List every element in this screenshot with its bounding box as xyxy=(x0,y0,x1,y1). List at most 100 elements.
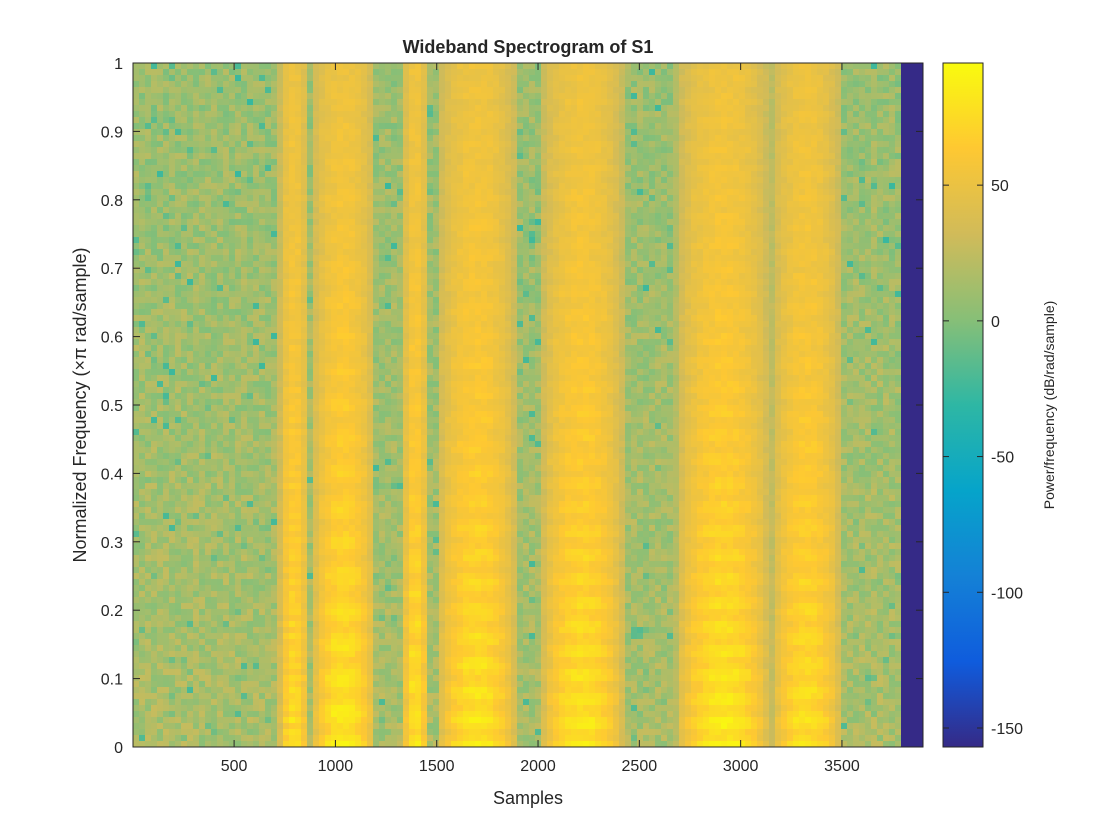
spectrogram-cell xyxy=(133,321,140,328)
spectrogram-cell xyxy=(385,645,392,652)
spectrogram-cell xyxy=(151,609,158,616)
spectrogram-cell xyxy=(199,345,206,352)
spectrogram-cell xyxy=(157,93,164,100)
spectrogram-cell xyxy=(319,669,326,676)
spectrogram-cell xyxy=(271,213,278,220)
spectrogram-cell xyxy=(373,135,380,142)
spectrogram-cell xyxy=(301,741,308,747)
spectrogram-cell xyxy=(385,531,392,538)
spectrogram-cell xyxy=(133,363,140,370)
spectrogram-cell xyxy=(133,507,140,514)
spectrogram-cell xyxy=(133,501,140,508)
spectrogram-cell xyxy=(169,657,176,664)
spectrogram-cell xyxy=(319,405,326,412)
spectrogram-cell xyxy=(391,267,398,274)
spectrogram-cell xyxy=(139,339,146,346)
spectrogram-cell xyxy=(343,231,350,238)
spectrogram-cell xyxy=(295,483,302,490)
spectrogram-cell xyxy=(163,93,170,100)
spectrogram-cell xyxy=(193,567,200,574)
spectrogram-cell xyxy=(235,105,242,112)
spectrogram-cell xyxy=(319,291,326,298)
spectrogram-cell xyxy=(163,681,170,688)
spectrogram-cell xyxy=(223,735,230,742)
spectrogram-cell xyxy=(325,201,332,208)
spectrogram-cell xyxy=(265,471,272,478)
spectrogram-cell xyxy=(175,603,182,610)
spectrogram-cell xyxy=(343,453,350,460)
spectrogram-cell xyxy=(307,219,314,226)
spectrogram-cell xyxy=(259,711,266,718)
spectrogram-cell xyxy=(139,267,146,274)
spectrogram-cell xyxy=(181,351,188,358)
spectrogram-cell xyxy=(277,363,284,370)
spectrogram-cell xyxy=(259,267,266,274)
spectrogram-cell xyxy=(313,645,320,652)
spectrogram-cell xyxy=(379,333,386,340)
spectrogram-cell xyxy=(187,183,194,190)
spectrogram-cell xyxy=(307,525,314,532)
spectrogram-cell xyxy=(223,579,230,586)
spectrogram-cell xyxy=(295,219,302,226)
spectrogram-cell xyxy=(253,273,260,280)
spectrogram-cell xyxy=(193,285,200,292)
spectrogram-cell xyxy=(253,153,260,160)
spectrogram-cell xyxy=(247,705,254,712)
spectrogram-cell xyxy=(301,519,308,526)
spectrogram-cell xyxy=(361,231,368,238)
spectrogram-cell xyxy=(271,459,278,466)
spectrogram-cell xyxy=(133,99,140,106)
spectrogram-cell xyxy=(343,225,350,232)
spectrogram-cell xyxy=(151,219,158,226)
spectrogram-cell xyxy=(313,501,320,508)
spectrogram-cell xyxy=(385,225,392,232)
spectrogram-cell xyxy=(313,99,320,106)
spectrogram-cell xyxy=(175,321,182,328)
spectrogram-cell xyxy=(385,279,392,286)
spectrogram-cell xyxy=(169,375,176,382)
spectrogram-cell xyxy=(199,123,206,130)
spectrogram-cell xyxy=(313,267,320,274)
spectrogram-cell xyxy=(283,663,290,670)
spectrogram-cell xyxy=(157,267,164,274)
spectrogram-cell xyxy=(313,681,320,688)
spectrogram-cell xyxy=(325,741,332,747)
spectrogram-cell xyxy=(325,147,332,154)
spectrogram-cell xyxy=(229,285,236,292)
spectrogram-cell xyxy=(331,639,338,646)
spectrogram-cell xyxy=(301,645,308,652)
spectrogram-cell xyxy=(265,129,272,136)
spectrogram-cell xyxy=(295,411,302,418)
spectrogram-cell xyxy=(199,159,206,166)
spectrogram-cell xyxy=(205,399,212,406)
spectrogram-cell xyxy=(193,273,200,280)
spectrogram-cell xyxy=(217,729,224,736)
spectrogram-cell xyxy=(241,603,248,610)
spectrogram-cell xyxy=(229,459,236,466)
spectrogram-cell xyxy=(343,249,350,256)
spectrogram-cell xyxy=(235,417,242,424)
spectrogram-cell xyxy=(391,561,398,568)
spectrogram-cell xyxy=(355,477,362,484)
spectrogram-cell xyxy=(253,705,260,712)
spectrogram-cell xyxy=(193,591,200,598)
spectrogram-cell xyxy=(289,159,296,166)
spectrogram-cell xyxy=(241,423,248,430)
spectrogram-cell xyxy=(169,513,176,520)
spectrogram-cell xyxy=(385,291,392,298)
spectrogram-cell xyxy=(367,507,374,514)
spectrogram-cell xyxy=(367,147,374,154)
spectrogram-cell xyxy=(139,315,146,322)
spectrogram-cell xyxy=(313,393,320,400)
spectrogram-cell xyxy=(133,555,140,562)
spectrogram-cell xyxy=(193,711,200,718)
spectrogram-cell xyxy=(145,633,152,640)
spectrogram-cell xyxy=(187,735,194,742)
spectrogram-cell xyxy=(133,135,140,142)
spectrogram-cell xyxy=(211,267,218,274)
spectrogram-cell xyxy=(175,609,182,616)
spectrogram-cell xyxy=(247,459,254,466)
spectrogram-cell xyxy=(187,489,194,496)
spectrogram-cell xyxy=(259,381,266,388)
spectrogram-cell xyxy=(265,609,272,616)
